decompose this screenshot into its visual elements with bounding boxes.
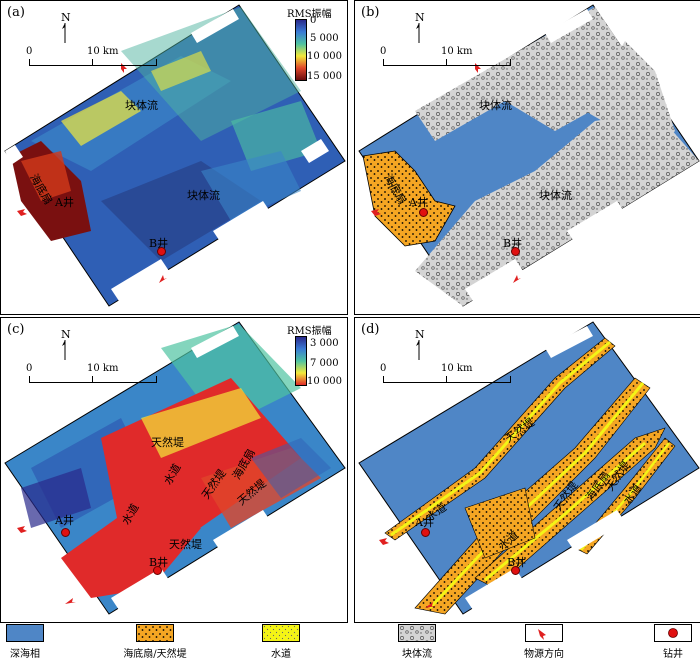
legend-label: 海底扇/天然堤 <box>123 649 187 660</box>
legend-item-deep-sea: 深海相 <box>2 624 48 660</box>
source-arrow-a3 <box>159 275 167 283</box>
label-well-b: B井 <box>149 556 169 569</box>
panel-d: (d) N 0 10 km 天然堤 水道 水道 天然堤 海底扇 天然堤 水道 A… <box>354 317 700 623</box>
source-arrow-a2 <box>17 209 27 216</box>
label-well-a: A井 <box>55 514 74 527</box>
deep-sea-swatch <box>6 624 44 642</box>
colorbar-tick: 15 000 <box>307 71 342 82</box>
legend-item-source-direction: 物源方向 <box>514 624 574 660</box>
map-d <box>358 321 700 615</box>
colorbar <box>295 19 307 81</box>
channel-swatch <box>262 624 300 642</box>
scale-zero: 0 <box>380 46 387 57</box>
north-label: N <box>61 11 71 24</box>
north-arrow-icon <box>416 340 420 360</box>
label-mass-flow-top: 块体流 <box>125 99 158 112</box>
source-arrow-c2 <box>65 598 76 604</box>
scale-bar <box>383 59 511 66</box>
legend-label: 物源方向 <box>524 649 564 660</box>
legend-label: 水道 <box>271 649 291 660</box>
well-b-marker <box>511 247 520 256</box>
panel-b: (b) N 0 10 km 块体流 块体流 海底扇 A井 B井 <box>354 0 700 315</box>
colorbar-tick: 10 000 <box>307 376 342 387</box>
map-b <box>358 4 700 307</box>
label-well-a: A井 <box>55 196 74 209</box>
colorbar-tick: 0 <box>310 15 317 26</box>
legend-item-mass-flow: 块体流 <box>392 624 442 660</box>
source-arrow-c1 <box>17 526 27 533</box>
label-well-b: B井 <box>149 237 169 250</box>
colorbar-title: RMS振幅 <box>287 9 332 20</box>
label-mass-flow-center: 块体流 <box>539 189 572 202</box>
scale-bar <box>29 376 157 383</box>
scale-zero: 0 <box>26 46 33 57</box>
colorbar-title: RMS振幅 <box>287 326 332 337</box>
panel-label: (b) <box>361 5 380 20</box>
panel-label: (c) <box>7 322 25 337</box>
source-arrow-d2 <box>425 602 436 608</box>
well-icon <box>654 624 692 642</box>
legend-item-fan: 海底扇/天然堤 <box>110 624 200 660</box>
mass-flow-swatch <box>398 624 436 642</box>
label-levee-4: 天然堤 <box>169 538 202 551</box>
well-b-marker <box>157 247 166 256</box>
source-arrow-d1 <box>379 538 389 545</box>
scale-zero: 0 <box>26 363 33 374</box>
north-arrow-icon <box>416 23 420 43</box>
legend-label: 深海相 <box>10 649 40 660</box>
colorbar-tick: 3 000 <box>310 338 339 349</box>
well-b-marker <box>511 566 520 575</box>
well-a-marker <box>61 528 70 537</box>
label-well-b: B井 <box>507 556 527 569</box>
label-mass-flow-center: 块体流 <box>187 189 220 202</box>
scale-zero: 0 <box>380 363 387 374</box>
source-arrow-b2 <box>371 209 381 216</box>
colorbar-tick: 5 000 <box>310 33 339 44</box>
label-well-a: A井 <box>409 196 428 209</box>
legend-label: 块体流 <box>402 649 432 660</box>
north-label: N <box>415 328 425 341</box>
panel-label: (d) <box>361 322 380 337</box>
well-b-marker <box>153 566 162 575</box>
legend-item-channel: 水道 <box>258 624 304 660</box>
scale-bar <box>383 376 511 383</box>
scale-bar <box>29 59 157 66</box>
panel-a: (a) N 0 10 km RMS振幅 0 5 000 10 000 15 00… <box>0 0 348 315</box>
map-a <box>4 4 346 307</box>
north-arrow-icon <box>62 340 66 360</box>
scale-ten: 10 km <box>87 46 119 57</box>
colorbar-tick: 10 000 <box>307 51 342 62</box>
colorbar-tick: 7 000 <box>310 358 339 369</box>
colorbar <box>295 336 307 386</box>
label-levee-1: 天然堤 <box>151 436 184 449</box>
scale-ten: 10 km <box>441 363 473 374</box>
north-label: N <box>61 328 71 341</box>
map-c <box>4 321 346 615</box>
scale-ten: 10 km <box>441 46 473 57</box>
north-label: N <box>415 11 425 24</box>
panel-c: (c) N 0 10 km RMS振幅 3 000 7 000 10 000 天… <box>0 317 348 623</box>
fan-swatch <box>136 624 174 642</box>
legend: 深海相 海底扇/天然堤 水道 块体流 物源方向 钻井 <box>0 624 700 661</box>
legend-label: 钻井 <box>663 649 683 660</box>
well-a-marker <box>419 208 428 217</box>
scale-ten: 10 km <box>87 363 119 374</box>
legend-item-well: 钻井 <box>650 624 696 660</box>
well-a-marker <box>421 528 430 537</box>
north-arrow-icon <box>62 23 66 43</box>
panel-label: (a) <box>7 5 25 20</box>
source-direction-icon <box>525 624 563 642</box>
label-well-b: B井 <box>503 237 523 250</box>
source-arrow-b3 <box>513 275 521 283</box>
label-well-a: A井 <box>415 516 434 529</box>
label-mass-flow-top: 块体流 <box>479 99 512 112</box>
